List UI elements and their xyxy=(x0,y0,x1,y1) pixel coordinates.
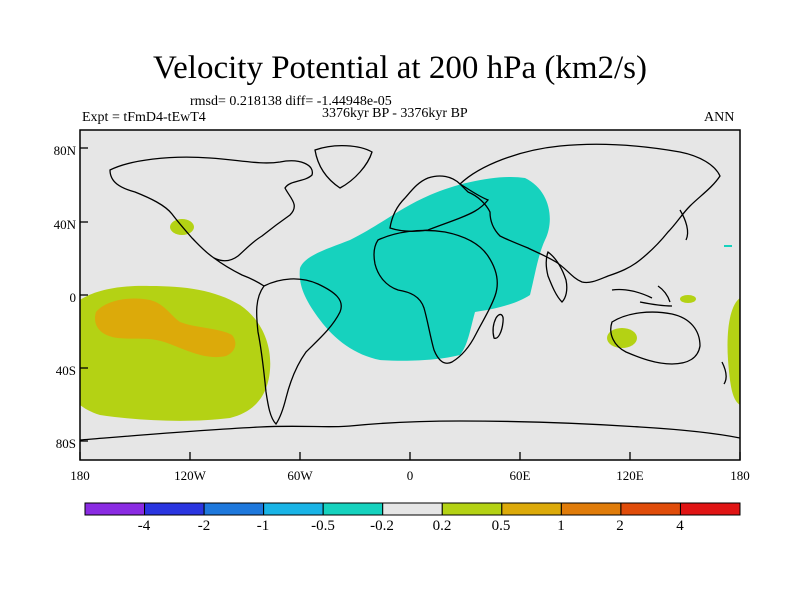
coastline-australia xyxy=(610,311,701,365)
y-axis-ticks xyxy=(80,147,88,442)
experiment-label: Expt = tFmD4-tEwT4 xyxy=(82,110,206,125)
y-tick-label-40n: 40N xyxy=(53,217,76,232)
colorbar-swatch xyxy=(382,502,443,516)
coastline-madagascar xyxy=(492,313,504,339)
strong-positive-anomaly-region xyxy=(94,298,236,358)
colorbar-label: 1 xyxy=(557,518,565,534)
coastline-japan xyxy=(679,209,689,241)
colorbar-swatch xyxy=(441,502,503,516)
x-tick-label-120w: 120W xyxy=(174,468,206,483)
y-tick-label-80s: 80S xyxy=(55,436,76,451)
colorbar-swatch xyxy=(679,502,741,516)
period-label: 3376kyr BP - 3376kyr BP xyxy=(322,106,468,121)
coastline-north-america xyxy=(109,156,313,262)
coastline-africa xyxy=(373,229,498,364)
colorbar-swatch xyxy=(144,502,205,516)
coastlines xyxy=(80,143,740,441)
positive-patch-west-pacific xyxy=(680,295,696,303)
colorbar-swatch xyxy=(560,502,622,516)
colorbar-swatch xyxy=(322,502,384,516)
positive-patch-australia xyxy=(607,328,637,348)
x-axis-ticks xyxy=(79,452,741,460)
x-tick-label-0: 0 xyxy=(406,468,414,483)
coastline-new-zealand xyxy=(721,361,727,385)
y-tick-label-80n: 80N xyxy=(53,143,76,158)
x-tick-label-120e: 120E xyxy=(616,468,644,483)
coastline-greenland xyxy=(314,145,373,189)
colorbar xyxy=(84,502,741,516)
colorbar-label: 4 xyxy=(676,518,684,534)
colorbar-label: -0.5 xyxy=(311,518,335,534)
rmsd-line: rmsd= 0.218138 diff= -1.44948e-05 xyxy=(190,94,392,109)
colorbar-label: -1 xyxy=(256,518,270,534)
coastline-india xyxy=(545,250,568,303)
coastline-central-america xyxy=(213,257,265,287)
coastline-antarctica xyxy=(80,420,740,441)
colorbar-swatch xyxy=(620,502,681,516)
season-label: ANN xyxy=(704,110,735,125)
colorbar-label: 2 xyxy=(616,518,624,534)
positive-patch-east-edge xyxy=(727,298,740,405)
colorbar-swatch xyxy=(203,502,265,516)
y-tick-label-40s: 40S xyxy=(55,363,76,378)
colorbar-label: -0.2 xyxy=(370,518,394,534)
x-tick-label-60e: 60E xyxy=(509,468,531,483)
negative-anomaly-region xyxy=(299,176,550,361)
colorbar-swatch xyxy=(501,502,562,516)
coastline-south-america xyxy=(255,278,342,426)
colorbar-label: -4 xyxy=(137,518,151,534)
coastline-europe xyxy=(389,175,490,232)
map-title: Velocity Potential at 200 hPa (km2/s) xyxy=(152,50,648,86)
colorbar-label: 0.2 xyxy=(432,518,452,534)
coastline-asia xyxy=(459,143,721,284)
coastline-se-asia xyxy=(611,285,673,307)
x-tick-label-180w: 180 xyxy=(70,468,90,483)
y-tick-label-0: 0 xyxy=(69,290,77,305)
colorbar-label: -2 xyxy=(197,518,211,534)
negative-patch-small xyxy=(724,245,732,247)
x-tick-label-180e: 180 xyxy=(730,468,750,483)
x-tick-label-60w: 60W xyxy=(287,468,313,483)
colorbar-swatch xyxy=(84,502,146,516)
colorbar-swatch xyxy=(263,502,324,516)
colorbar-label: 0.5 xyxy=(491,518,511,534)
